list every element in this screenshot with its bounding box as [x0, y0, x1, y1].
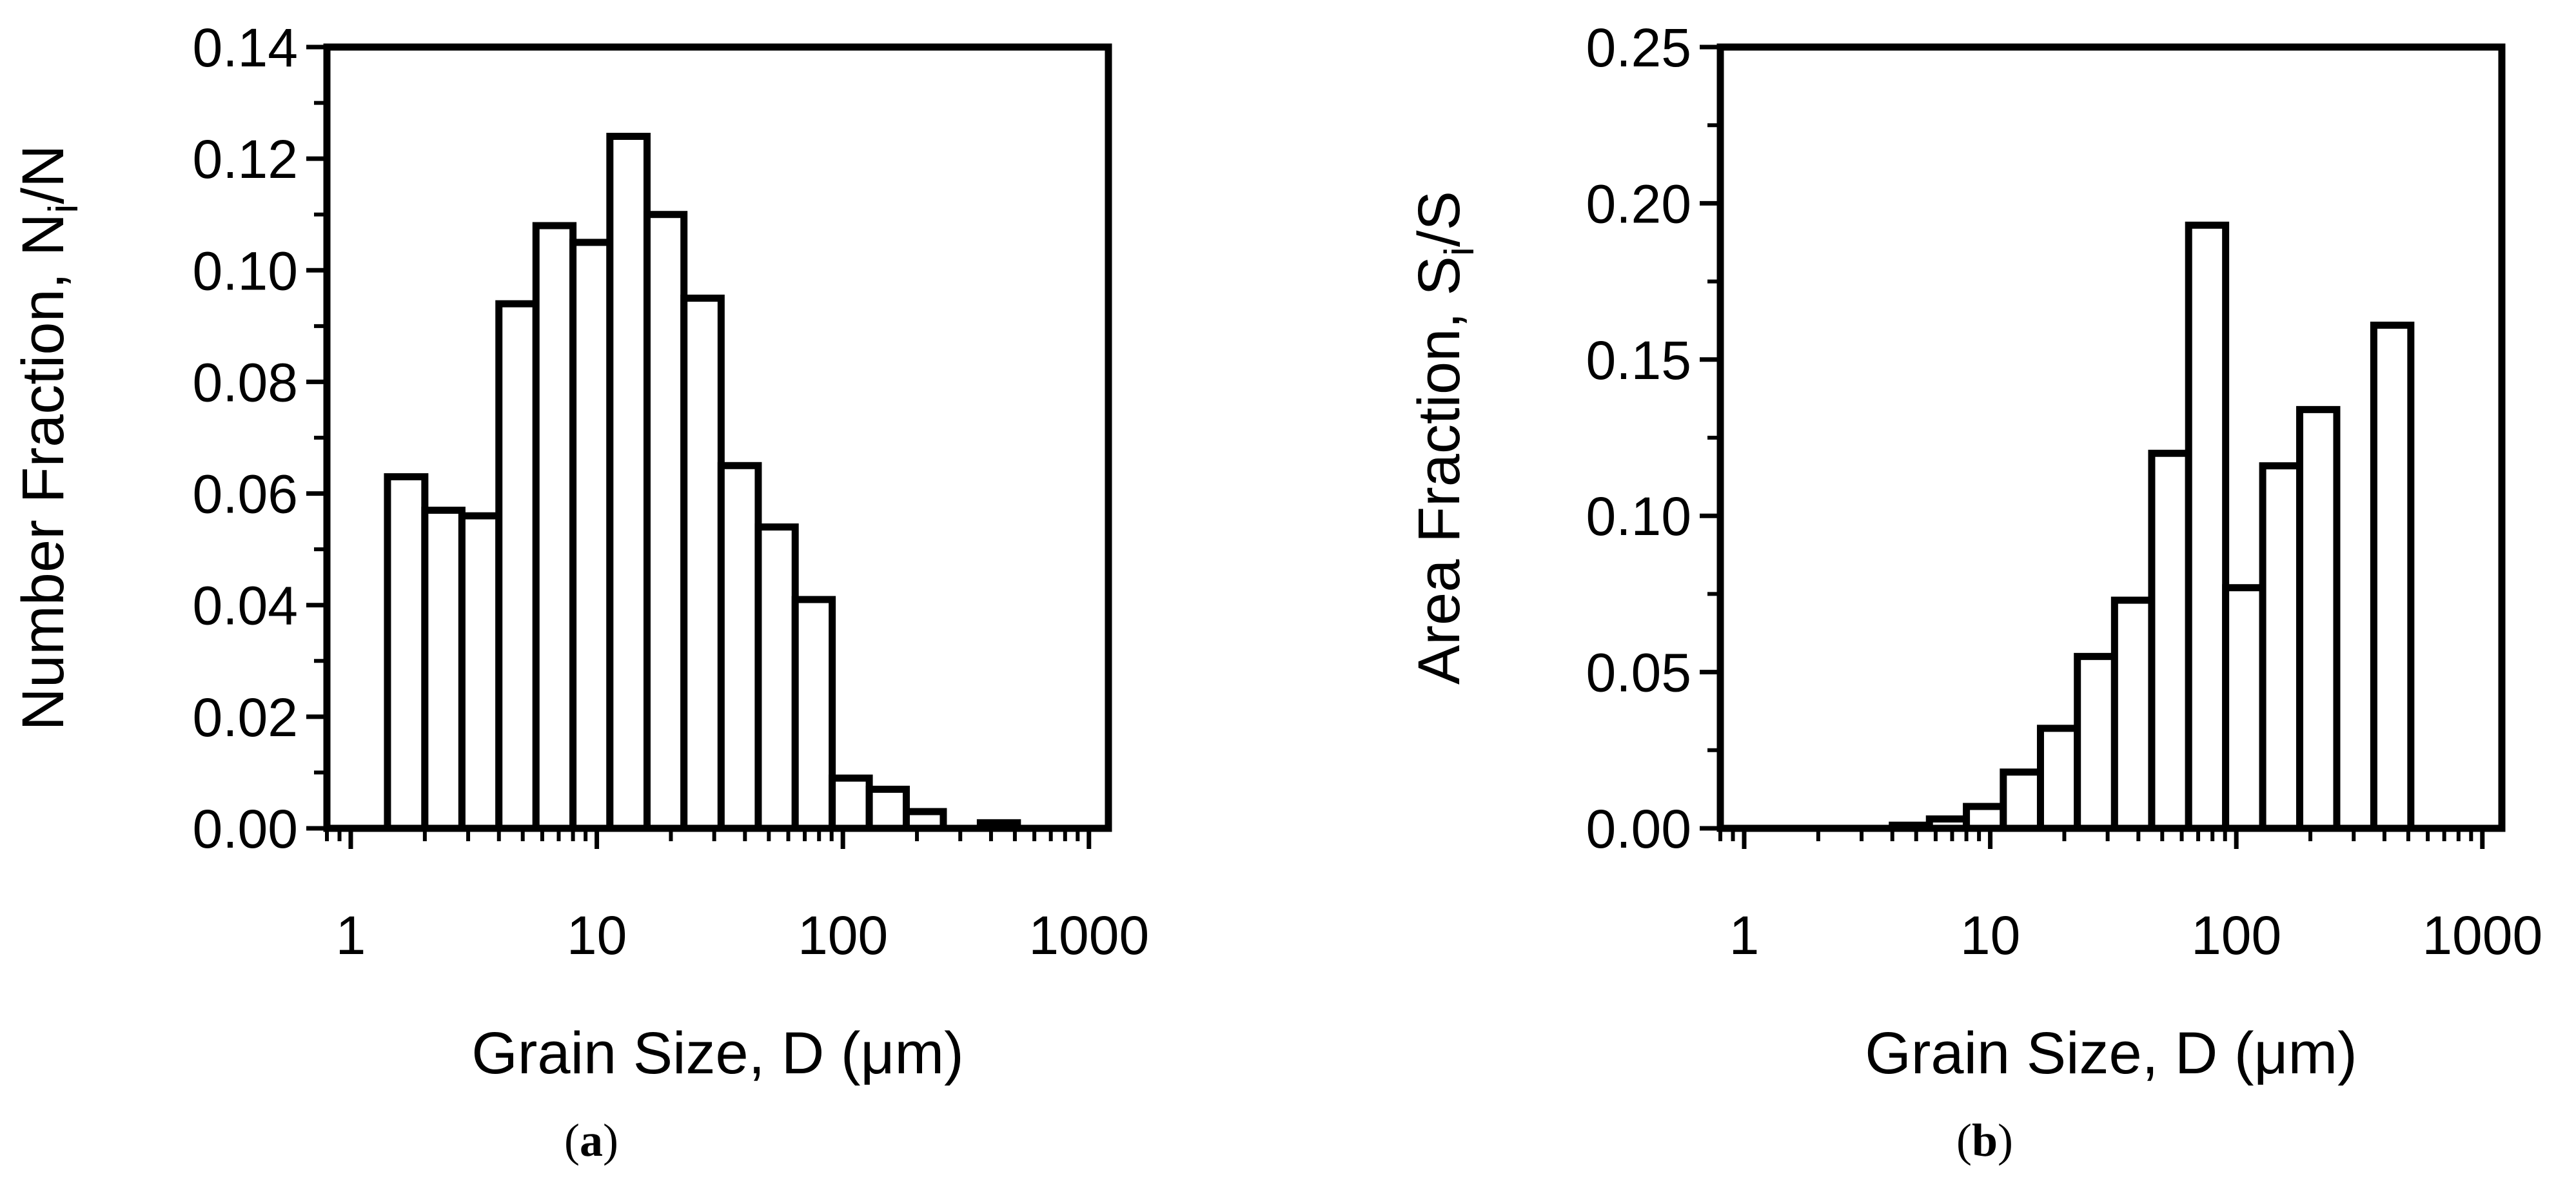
bar-a-13: [865, 785, 910, 832]
bar-a-4: [532, 222, 577, 832]
bar-b-9: [2110, 596, 2156, 832]
bar-a-5: [569, 239, 614, 832]
bar-b-7: [2036, 725, 2081, 832]
bar-b-10: [2148, 449, 2192, 832]
bar-b-13: [2259, 462, 2304, 832]
x-tick-label-a-0: 1: [336, 905, 366, 966]
bar-b-6: [2000, 768, 2044, 832]
y-tick-label-a-1: 0.02: [193, 687, 299, 748]
chart-panel-a: 0.000.020.040.060.080.100.120.14 1 10 100 1…: [10, 17, 1149, 1166]
x-axis-ticks-b: 1 10 100 1000: [1718, 828, 2542, 966]
x-axis-label-b: Grain Size, D (μm): [1865, 1020, 2357, 1086]
y-tick-label-b-5: 0.25: [1586, 17, 1692, 78]
bar-a-12: [829, 774, 873, 832]
x-tick-label-a-1: 10: [567, 905, 627, 966]
bar-a-3: [495, 300, 540, 832]
x-tick-label-b-1: 10: [1960, 905, 2020, 966]
y-tick-label-a-4: 0.08: [193, 352, 299, 413]
y-axis-label-a: Number Fraction, Ni/N: [10, 145, 86, 731]
bar-b-16: [2370, 321, 2415, 832]
x-tick-label-b-0: 1: [1729, 905, 1760, 966]
bar-a-2: [458, 512, 503, 832]
bar-b-14: [2296, 405, 2341, 832]
y-tick-label-b-1: 0.05: [1586, 643, 1692, 703]
bar-a-11: [791, 596, 836, 832]
bar-a-0: [384, 473, 429, 832]
chart-panel-b: 0.00 0.05 0.10 0.15 0.20 0.25 1 10 100 1000 Area…: [1406, 17, 2542, 1166]
bar-a-9: [717, 462, 762, 832]
panel-label-a: (a): [564, 1115, 618, 1166]
y-tick-label-a-5: 0.10: [193, 240, 299, 301]
bar-b-8: [2074, 652, 2118, 832]
y-tick-label-a-6: 0.12: [193, 129, 299, 190]
x-axis-label-a: Grain Size, D (μm): [471, 1020, 964, 1086]
y-tick-label-a-0: 0.00: [193, 799, 299, 859]
x-tick-label-a-2: 100: [798, 905, 888, 966]
bar-a-6: [606, 133, 651, 832]
x-axis-ticks-a: 1 10 100 1000: [325, 828, 1149, 966]
y-tick-label-a-7: 0.14: [193, 17, 299, 78]
bar-b-11: [2185, 221, 2230, 832]
bar-b-12: [2222, 584, 2266, 832]
x-tick-label-b-2: 100: [2191, 905, 2281, 966]
bar-a-1: [421, 507, 466, 832]
y-axis-label-b: Area Fraction, Si/S: [1406, 191, 1482, 685]
y-tick-label-b-0: 0.00: [1586, 799, 1692, 859]
bar-a-7: [643, 211, 688, 832]
x-tick-label-a-3: 1000: [1028, 905, 1149, 966]
x-tick-label-b-3: 1000: [2422, 905, 2542, 966]
bar-a-8: [680, 295, 725, 832]
y-tick-label-b-3: 0.15: [1586, 330, 1692, 391]
y-tick-label-a-2: 0.04: [193, 576, 299, 636]
panel-label-b: (b): [1956, 1115, 2013, 1166]
bars-group-a: [384, 133, 1021, 832]
bar-a-10: [754, 523, 799, 832]
y-tick-label-b-4: 0.20: [1586, 173, 1692, 234]
y-tick-label-b-2: 0.10: [1586, 486, 1692, 547]
y-tick-label-a-3: 0.06: [193, 464, 299, 525]
y-axis-ticks-b: 0.00 0.05 0.10 0.15 0.20 0.25: [1586, 17, 1720, 859]
y-axis-ticks-a: 0.00 0.02 0.04 0.06 0.08 0.10 0.12 0.14: [193, 17, 327, 859]
